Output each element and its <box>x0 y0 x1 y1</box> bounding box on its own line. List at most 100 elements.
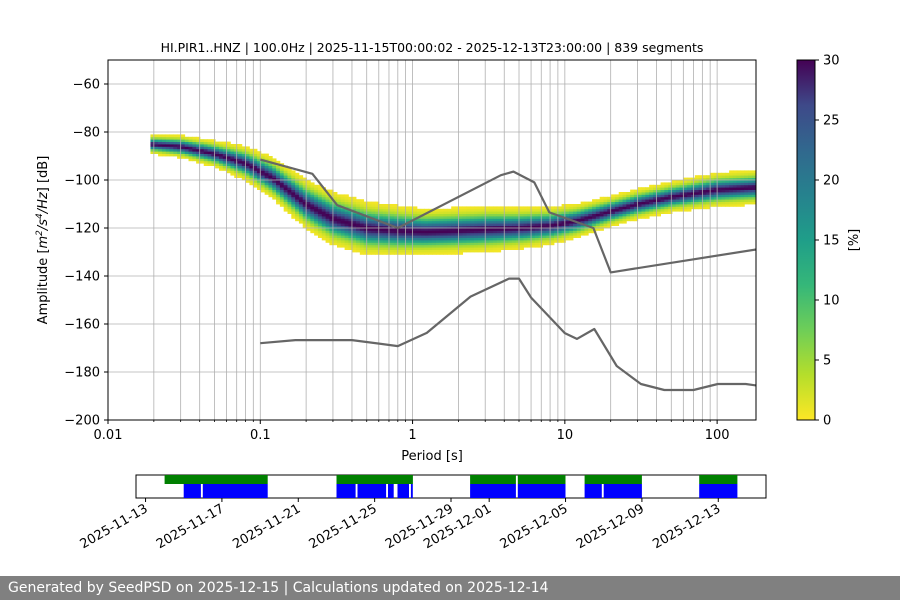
heatmap-cell <box>489 206 494 210</box>
heatmap-cell <box>375 204 380 207</box>
heatmap-cell <box>458 216 464 219</box>
heatmap-cell <box>614 218 620 222</box>
heatmap-cell <box>706 175 711 178</box>
heatmap-cell <box>447 249 452 253</box>
heatmap-cell <box>344 211 349 214</box>
heatmap-cell <box>554 216 559 219</box>
heatmap-cell <box>279 194 285 198</box>
heatmap-cell <box>226 165 231 169</box>
heatmap-cell <box>706 177 711 181</box>
heatmap-cell <box>740 177 745 181</box>
heatmap-cell <box>458 240 464 243</box>
heatmap-cell <box>257 170 262 174</box>
heatmap-cell <box>394 252 399 255</box>
heatmap-cell <box>751 194 756 198</box>
heatmap-cell <box>641 206 646 210</box>
heatmap-cell <box>329 228 334 231</box>
heatmap-cell <box>222 146 227 150</box>
heatmap-cell <box>298 175 304 178</box>
heatmap-cell <box>687 192 692 195</box>
heatmap-cell <box>439 232 444 236</box>
heatmap-cell <box>630 194 635 198</box>
heatmap-cell <box>317 220 323 224</box>
heatmap-cell <box>173 144 178 147</box>
heatmap-cell <box>394 249 399 253</box>
heatmap-cell <box>523 228 528 231</box>
heatmap-cell <box>523 232 528 236</box>
heatmap-cell <box>283 182 288 186</box>
heatmap-cell <box>489 247 494 250</box>
heatmap-cell <box>382 228 387 231</box>
heatmap-cell <box>751 187 756 190</box>
heatmap-cell <box>344 208 349 212</box>
heatmap-cell <box>679 194 684 198</box>
heatmap-cell <box>675 208 681 212</box>
heatmap-cell <box>611 201 616 205</box>
heatmap-cell <box>249 170 254 174</box>
heatmap-cell <box>561 213 566 217</box>
heatmap-cell <box>180 153 186 157</box>
heatmap-cell <box>413 232 418 236</box>
heatmap-cell <box>649 187 654 190</box>
heatmap-cell <box>295 201 300 205</box>
heatmap-cell <box>500 208 505 212</box>
heatmap-cell <box>626 201 631 205</box>
heatmap-cell <box>173 141 178 145</box>
heatmap-cell <box>211 153 216 157</box>
heatmap-cell <box>447 244 452 248</box>
heatmap-cell <box>451 244 456 248</box>
heatmap-cell <box>565 208 570 212</box>
heatmap-cell <box>527 228 532 231</box>
heatmap-cell <box>298 218 304 222</box>
heatmap-cell <box>580 220 585 224</box>
heatmap-cell <box>523 240 528 243</box>
heatmap-cell <box>580 211 585 214</box>
heatmap-cell <box>375 220 380 224</box>
heatmap-cell <box>542 242 547 246</box>
heatmap-cell <box>249 165 254 169</box>
heatmap-cell <box>633 196 639 200</box>
heatmap-cell <box>443 230 448 234</box>
heatmap-cell <box>424 232 429 236</box>
heatmap-cell <box>257 182 262 186</box>
heatmap-cell <box>588 211 593 214</box>
heatmap-cell <box>397 220 403 224</box>
heatmap-cell <box>455 216 460 219</box>
heatmap-cell <box>713 175 719 178</box>
heatmap-cell <box>295 216 300 219</box>
heatmap-cell <box>173 146 178 150</box>
heatmap-cell <box>512 244 517 248</box>
heatmap-cell <box>466 218 471 222</box>
heatmap-cell <box>557 211 563 214</box>
heatmap-cell <box>363 242 368 246</box>
heatmap-cell <box>363 244 368 248</box>
heatmap-cell <box>710 192 715 195</box>
heatmap-cell <box>344 213 349 217</box>
heatmap-cell <box>367 201 372 205</box>
noise-model-layer <box>260 158 756 392</box>
heatmap-cell <box>165 153 170 157</box>
heatmap-cell <box>599 223 604 226</box>
heatmap-cell <box>588 208 593 212</box>
data-availability-segment <box>164 475 268 484</box>
heatmap-cell <box>664 204 669 207</box>
heatmap-cell <box>161 148 167 152</box>
heatmap-cell <box>721 187 726 190</box>
heatmap-cell <box>508 208 513 212</box>
heatmap-cell <box>542 213 547 217</box>
heatmap-cell <box>375 235 380 238</box>
heatmap-cell <box>455 242 460 246</box>
heatmap-cell <box>245 180 250 183</box>
heatmap-cell <box>584 204 589 207</box>
heatmap-cell <box>333 206 338 210</box>
heatmap-cell <box>717 184 722 188</box>
heatmap-cell <box>420 216 425 219</box>
heatmap-cell <box>371 204 376 207</box>
heatmap-cell <box>573 235 578 238</box>
heatmap-cell <box>622 196 627 200</box>
heatmap-cell <box>222 148 227 152</box>
heatmap-cell <box>698 189 703 193</box>
heatmap-cell <box>481 244 486 248</box>
heatmap-cell <box>439 223 444 226</box>
heatmap-cell <box>736 196 741 200</box>
